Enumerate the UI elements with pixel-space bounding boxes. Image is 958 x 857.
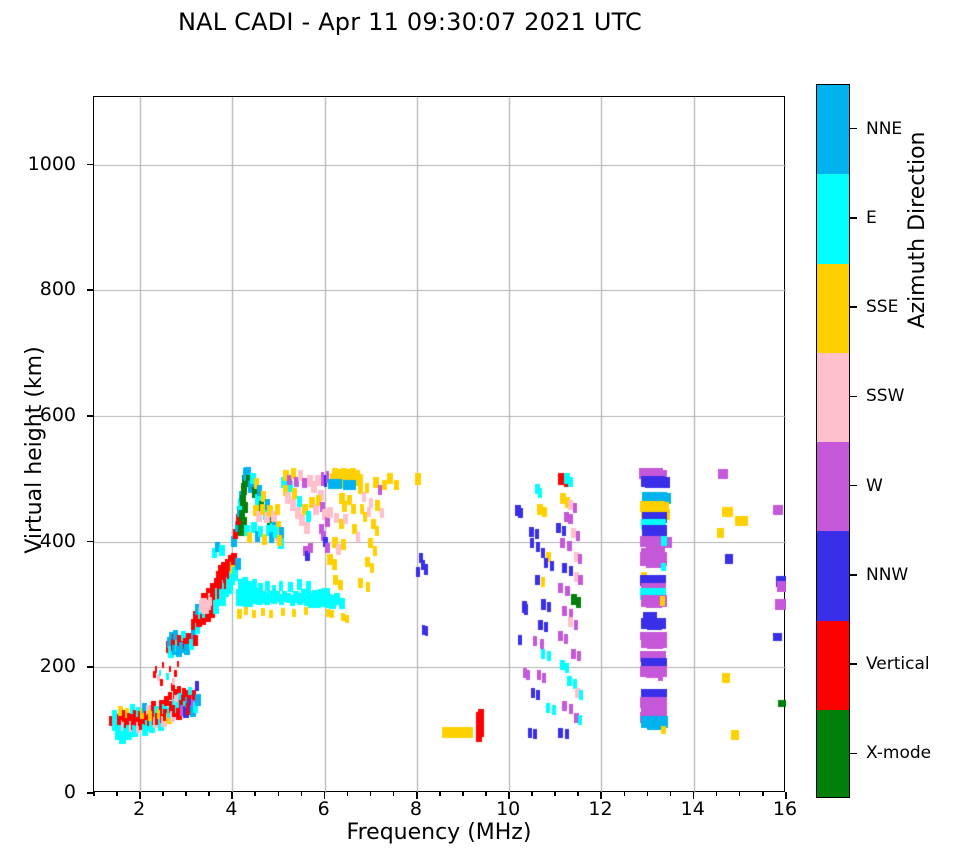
y-tick-label: 400	[39, 529, 76, 552]
x-tick-mark	[369, 792, 372, 796]
x-tick-mark	[462, 792, 464, 796]
y-tick-label: 200	[39, 655, 76, 678]
colorbar-tick-vertical: Vertical	[850, 654, 930, 674]
x-tick-mark	[277, 792, 280, 796]
x-tick-label: 10	[496, 798, 521, 820]
x-tick-mark	[346, 792, 349, 796]
x-tick-mark	[531, 792, 533, 796]
colorbar-tick-text: NNE	[866, 118, 903, 139]
x-tick-mark	[738, 792, 741, 796]
x-tick-mark	[761, 792, 764, 796]
x-tick-mark	[623, 792, 626, 796]
colorbar	[816, 84, 850, 798]
x-tick-label: 4	[225, 798, 238, 820]
colorbar-tick-text: E	[866, 207, 877, 228]
colorbar-tick-dash	[850, 574, 857, 576]
x-tick-label: 2	[133, 798, 146, 820]
colorbar-segment-w	[817, 442, 849, 532]
y-tick-mark	[87, 289, 93, 292]
colorbar-tick-text: W	[866, 475, 883, 496]
x-tick-label: 12	[588, 798, 613, 820]
x-tick-mark	[439, 792, 441, 796]
ionogram-echo-plot	[94, 97, 786, 793]
x-axis-ticks: 2 4 6 8 10 12 14 16	[0, 798, 958, 828]
y-tick-mark	[87, 163, 93, 166]
colorbar-tick-e: E	[850, 208, 877, 228]
colorbar-tick-x-mode: X-mode	[850, 743, 931, 763]
y-tick-mark	[87, 792, 93, 794]
colorbar-title: Azimuth Direction	[905, 131, 930, 329]
x-tick-mark	[139, 792, 141, 799]
colorbar-tick-dash	[850, 484, 857, 487]
colorbar-tick-dash	[850, 395, 857, 398]
x-tick-mark	[300, 792, 303, 796]
colorbar-segment-e	[817, 174, 849, 264]
colorbar-tick-dash	[850, 752, 857, 755]
x-tick-label: 8	[409, 798, 422, 820]
y-tick-mark	[87, 540, 93, 543]
x-tick-mark	[162, 792, 164, 796]
x-tick-label: 14	[680, 798, 705, 820]
x-tick-mark	[116, 792, 118, 796]
plot-area	[93, 96, 786, 793]
colorbar-segment-nnw	[817, 531, 849, 621]
x-tick-label: 6	[317, 798, 330, 820]
colorbar-tick-sse: SSE	[850, 297, 898, 317]
colorbar-segment-nne	[817, 85, 849, 175]
x-tick-mark	[785, 792, 787, 799]
x-axis-label: Frequency (MHz)	[346, 820, 532, 845]
y-tick-label: 0	[63, 781, 76, 803]
colorbar-tick-nnw: NNW	[850, 565, 908, 585]
x-tick-mark	[600, 792, 603, 799]
y-tick-label: 800	[39, 278, 76, 301]
x-tick-mark	[208, 792, 210, 796]
x-tick-mark	[392, 792, 395, 796]
x-tick-mark	[185, 792, 187, 796]
colorbar-segment-vertical	[817, 620, 849, 710]
x-tick-mark	[715, 792, 718, 796]
page-title: NAL CADI - Apr 11 09:30:07 2021 UTC	[177, 8, 643, 36]
x-tick-mark	[323, 792, 326, 799]
x-tick-mark	[254, 792, 257, 796]
colorbar-tick-text: SSE	[866, 297, 899, 318]
y-axis-ticks: 0 200 400 600 800 1000	[0, 0, 93, 857]
colorbar-tick-dash	[850, 217, 857, 219]
colorbar-segment-x-mode	[817, 709, 849, 797]
x-tick-mark	[231, 792, 233, 799]
x-tick-mark	[415, 792, 418, 799]
colorbar-tick-nne: NNE	[850, 119, 902, 139]
x-tick-mark	[646, 792, 649, 796]
colorbar-tick-dash	[850, 127, 857, 130]
colorbar-segment-ssw	[817, 352, 849, 442]
x-tick-mark	[554, 792, 556, 796]
y-tick-label: 600	[39, 404, 76, 427]
x-tick-label: 16	[772, 798, 798, 820]
colorbar-tick-ssw: SSW	[850, 386, 904, 406]
y-tick-mark	[87, 415, 93, 417]
colorbar-tick-text: X-mode	[866, 743, 932, 764]
x-tick-mark	[508, 792, 510, 799]
x-tick-mark	[577, 792, 579, 796]
x-tick-mark	[93, 792, 95, 796]
y-tick-label: 1000	[27, 152, 76, 175]
colorbar-tick-text: NNW	[866, 564, 909, 585]
x-tick-mark	[485, 792, 487, 796]
colorbar-tick-text: Vertical	[866, 654, 930, 675]
colorbar-tick-labels: NNE E SSE SSW W NNW Vertical X-mode	[850, 84, 958, 798]
colorbar-tick-w: W	[850, 476, 883, 496]
x-tick-mark	[669, 792, 672, 796]
colorbar-tick-dash	[850, 306, 857, 308]
colorbar-tick-dash	[850, 663, 857, 665]
colorbar-segment-sse	[817, 263, 849, 353]
colorbar-tick-text: SSW	[866, 386, 905, 407]
y-tick-mark	[87, 666, 93, 668]
x-tick-mark	[692, 792, 695, 799]
